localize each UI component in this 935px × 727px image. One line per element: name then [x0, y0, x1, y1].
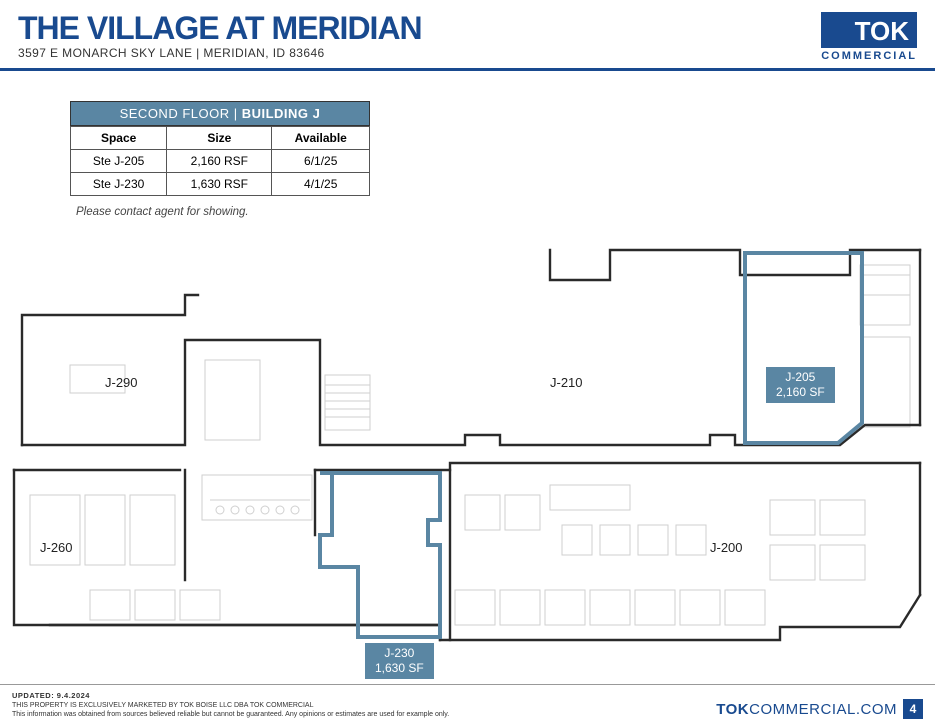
tag-j205-size: 2,160 SF	[776, 385, 825, 400]
page-title: THE VILLAGE AT MERIDIAN	[18, 12, 422, 44]
table-title-building: BUILDING J	[242, 106, 321, 121]
col-space: Space	[71, 127, 167, 150]
availability-table: SECOND FLOOR | BUILDING J Space Size Ava…	[70, 101, 370, 196]
tag-j230: J-230 1,630 SF	[365, 643, 434, 679]
tag-j230-label: J-230	[375, 646, 424, 661]
table-row: Ste J-205 2,160 RSF 6/1/25	[71, 150, 370, 173]
footer-url-rest: COMMERCIAL.COM	[749, 701, 897, 718]
room-label-j290: J-290	[105, 375, 138, 390]
table-row: Ste J-230 1,630 RSF 4/1/25	[71, 173, 370, 196]
footer-line2: This information was obtained from sourc…	[12, 710, 449, 719]
col-size: Size	[167, 127, 272, 150]
room-label-j210: J-210	[550, 375, 583, 390]
contact-note: Please contact agent for showing.	[76, 206, 935, 218]
table-title-floor: SECOND FLOOR	[120, 106, 230, 121]
footer: UPDATED: 9.4.2024 THIS PROPERTY IS EXCLU…	[0, 684, 935, 727]
footer-right: TOKCOMMERCIAL.COM 4	[716, 699, 923, 719]
cell-space: Ste J-230	[71, 173, 167, 196]
floor-plan: J-290 J-210 J-260 J-200 J-205 2,160 SF J…	[10, 245, 925, 650]
floor-plan-svg	[10, 245, 925, 650]
cell-avail: 6/1/25	[272, 150, 370, 173]
logo-mark: TOK	[821, 12, 917, 48]
footer-url: TOKCOMMERCIAL.COM	[716, 701, 897, 718]
address-line: 3597 E MONARCH SKY LANE | MERIDIAN, ID 8…	[18, 46, 422, 60]
logo-block: TOK COMMERCIAL	[821, 12, 917, 62]
footer-line1: THIS PROPERTY IS EXCLUSIVELY MARKETED BY…	[12, 701, 449, 710]
tag-j205-label: J-205	[776, 370, 825, 385]
tag-j205: J-205 2,160 SF	[766, 367, 835, 403]
table-title-sep: |	[230, 106, 242, 121]
logo-subtext: COMMERCIAL	[821, 50, 917, 62]
page-number: 4	[903, 699, 923, 719]
table-header-row: Space Size Available	[71, 127, 370, 150]
room-label-j260: J-260	[40, 540, 73, 555]
col-available: Available	[272, 127, 370, 150]
table-title: SECOND FLOOR | BUILDING J	[70, 101, 370, 126]
footer-updated: UPDATED: 9.4.2024	[12, 691, 449, 701]
footer-url-bold: TOK	[716, 701, 749, 718]
header: THE VILLAGE AT MERIDIAN 3597 E MONARCH S…	[0, 0, 935, 71]
availability-grid: Space Size Available Ste J-205 2,160 RSF…	[70, 126, 370, 196]
tag-j230-size: 1,630 SF	[375, 661, 424, 676]
cell-size: 1,630 RSF	[167, 173, 272, 196]
cell-avail: 4/1/25	[272, 173, 370, 196]
cell-size: 2,160 RSF	[167, 150, 272, 173]
cell-space: Ste J-205	[71, 150, 167, 173]
title-block: THE VILLAGE AT MERIDIAN 3597 E MONARCH S…	[18, 12, 422, 60]
footer-disclaimer: UPDATED: 9.4.2024 THIS PROPERTY IS EXCLU…	[12, 691, 449, 719]
room-label-j200: J-200	[710, 540, 743, 555]
